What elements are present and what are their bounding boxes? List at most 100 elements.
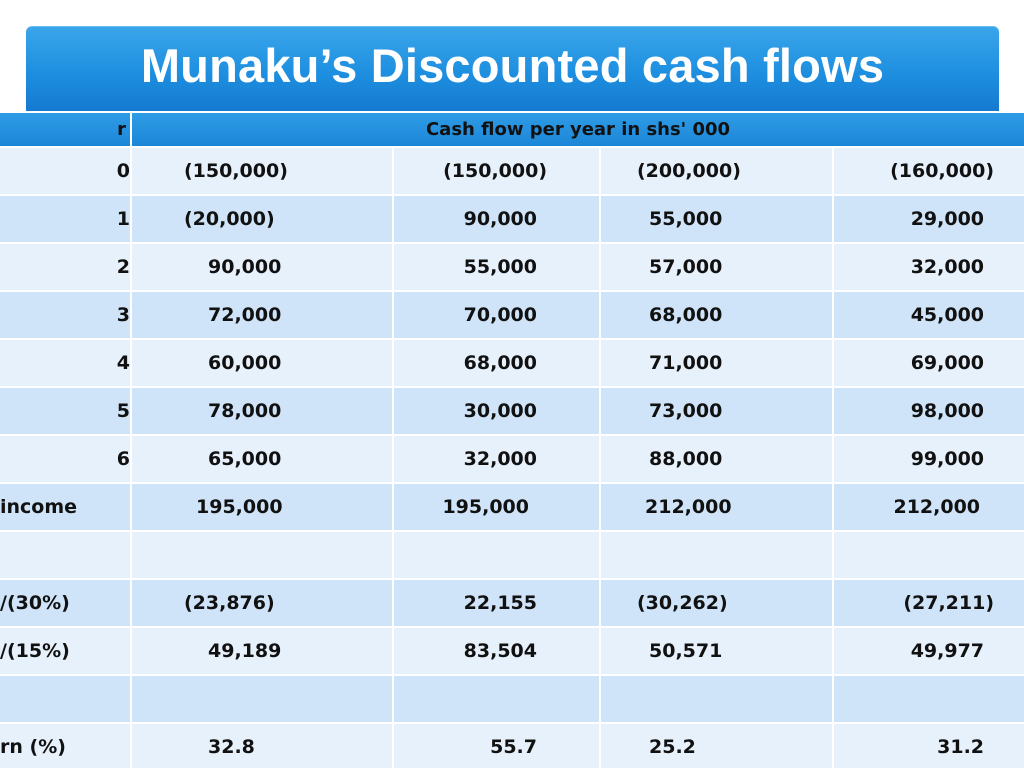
cell-value: (160,000) bbox=[890, 160, 995, 182]
value-cell-1 bbox=[130, 530, 394, 580]
table-row: /(30%) (23,876) 22,155 (30,262) (27,211) bbox=[0, 578, 1024, 628]
row-label: /(30%) bbox=[0, 578, 132, 628]
slide-title: Munaku’s Discounted cash flows bbox=[140, 39, 885, 92]
value-cell-3: 55,000 bbox=[599, 194, 834, 244]
value-cell-2: 32,000 bbox=[392, 434, 601, 484]
value-cell-3: 57,000 bbox=[599, 242, 834, 292]
year-cell: 4 bbox=[0, 338, 132, 388]
cell-value: 22,155 bbox=[463, 592, 537, 614]
cell-value: (30,262) bbox=[637, 592, 728, 614]
value-cell-4: 49,977 bbox=[831, 626, 1024, 676]
row-label bbox=[0, 530, 132, 580]
value-cell-4: 45,000 bbox=[831, 290, 1024, 340]
value-cell-4: 69,000 bbox=[831, 338, 1024, 388]
header-cash-flow-label: Cash flow per year in shs' 000 bbox=[129, 111, 1024, 148]
value-cell-1: 72,000 bbox=[130, 290, 394, 340]
cell-value: 31.2 bbox=[937, 736, 985, 758]
table-row: income 195,000 195,000 212,000 212,000 bbox=[0, 482, 1024, 532]
table-row: 6 65,000 32,000 88,000 99,000 bbox=[0, 434, 1024, 484]
cell-value: 32,000 bbox=[463, 448, 537, 470]
row-label bbox=[0, 674, 132, 724]
row-label: rn (%) bbox=[0, 722, 132, 768]
value-cell-1 bbox=[130, 674, 394, 724]
year-cell: 5 bbox=[0, 386, 132, 436]
cell-value: 99,000 bbox=[910, 448, 985, 470]
table-row: rn (%) 32.8 55.7 25.2 31.2 bbox=[0, 722, 1024, 768]
value-cell-1: 32.8 bbox=[130, 722, 394, 768]
cell-value: 55.7 bbox=[490, 736, 537, 758]
value-cell-4 bbox=[831, 530, 1024, 580]
cell-value: 57,000 bbox=[649, 256, 723, 278]
row-label: income bbox=[0, 482, 132, 532]
table-row bbox=[0, 530, 1024, 580]
value-cell-2: 195,000 bbox=[392, 482, 601, 532]
cash-flow-table: r Cash flow per year in shs' 000 0 (150,0… bbox=[0, 111, 1024, 768]
cell-value: 212,000 bbox=[645, 496, 732, 518]
value-cell-2: 55.7 bbox=[392, 722, 601, 768]
cell-value: 71,000 bbox=[649, 352, 723, 374]
table-row: 2 90,000 55,000 57,000 32,000 bbox=[0, 242, 1024, 292]
cell-value: 69,000 bbox=[910, 352, 985, 374]
value-cell-1: 90,000 bbox=[130, 242, 394, 292]
cell-value: 98,000 bbox=[910, 400, 985, 422]
table-row: 3 72,000 70,000 68,000 45,000 bbox=[0, 290, 1024, 340]
cell-value: 25.2 bbox=[649, 736, 696, 758]
value-cell-2: 68,000 bbox=[392, 338, 601, 388]
value-cell-4: 98,000 bbox=[831, 386, 1024, 436]
value-cell-2 bbox=[392, 674, 601, 724]
cell-value: 212,000 bbox=[893, 496, 981, 518]
cell-value: 68,000 bbox=[649, 304, 723, 326]
value-cell-3: 50,571 bbox=[599, 626, 834, 676]
cell-value: 50,571 bbox=[649, 640, 723, 662]
cell-value: 55,000 bbox=[649, 208, 723, 230]
cell-value: 70,000 bbox=[463, 304, 537, 326]
value-cell-3: 212,000 bbox=[599, 482, 834, 532]
value-cell-2: 30,000 bbox=[392, 386, 601, 436]
value-cell-4 bbox=[831, 674, 1024, 724]
cell-value: 29,000 bbox=[910, 208, 985, 230]
value-cell-4: (27,211) bbox=[831, 578, 1024, 628]
value-cell-3: 73,000 bbox=[599, 386, 834, 436]
cell-value: 78,000 bbox=[208, 400, 282, 422]
cell-value: 55,000 bbox=[463, 256, 537, 278]
value-cell-1: 49,189 bbox=[130, 626, 394, 676]
year-cell: 6 bbox=[0, 434, 132, 484]
value-cell-1: 78,000 bbox=[130, 386, 394, 436]
cell-value: (200,000) bbox=[637, 160, 741, 182]
year-cell: 3 bbox=[0, 290, 132, 340]
value-cell-2: 55,000 bbox=[392, 242, 601, 292]
cell-value: 90,000 bbox=[208, 256, 282, 278]
cell-value: (150,000) bbox=[184, 160, 288, 182]
table-row: /(15%) 49,189 83,504 50,571 49,977 bbox=[0, 626, 1024, 676]
value-cell-1: (150,000) bbox=[130, 146, 394, 196]
table-row bbox=[0, 674, 1024, 724]
year-cell: 1 bbox=[0, 194, 132, 244]
header-year-label: r bbox=[0, 111, 132, 148]
value-cell-2: 70,000 bbox=[392, 290, 601, 340]
row-label: /(15%) bbox=[0, 626, 132, 676]
table-header-row: r Cash flow per year in shs' 000 bbox=[0, 111, 1024, 148]
cell-value: (23,876) bbox=[184, 592, 275, 614]
table-row: 1 (20,000) 90,000 55,000 29,000 bbox=[0, 194, 1024, 244]
cell-value: 83,504 bbox=[463, 640, 537, 662]
cell-value: 60,000 bbox=[208, 352, 282, 374]
cell-value: 72,000 bbox=[208, 304, 282, 326]
value-cell-4: 29,000 bbox=[831, 194, 1024, 244]
cell-value: 195,000 bbox=[196, 496, 283, 518]
cell-value: (20,000) bbox=[184, 208, 275, 230]
cash-flow-table-container: r Cash flow per year in shs' 000 0 (150,0… bbox=[0, 111, 1024, 768]
cell-value: (27,211) bbox=[903, 592, 995, 614]
slide-title-bar: Munaku’s Discounted cash flows bbox=[26, 26, 999, 112]
value-cell-3: 25.2 bbox=[599, 722, 834, 768]
value-cell-4: 212,000 bbox=[831, 482, 1024, 532]
value-cell-3: (30,262) bbox=[599, 578, 834, 628]
value-cell-2: 22,155 bbox=[392, 578, 601, 628]
cell-value: 45,000 bbox=[910, 304, 985, 326]
value-cell-2: 90,000 bbox=[392, 194, 601, 244]
cell-value: 68,000 bbox=[463, 352, 537, 374]
value-cell-2 bbox=[392, 530, 601, 580]
value-cell-4: 31.2 bbox=[831, 722, 1024, 768]
value-cell-3: 88,000 bbox=[599, 434, 834, 484]
value-cell-3 bbox=[599, 674, 834, 724]
cell-value: 88,000 bbox=[649, 448, 723, 470]
